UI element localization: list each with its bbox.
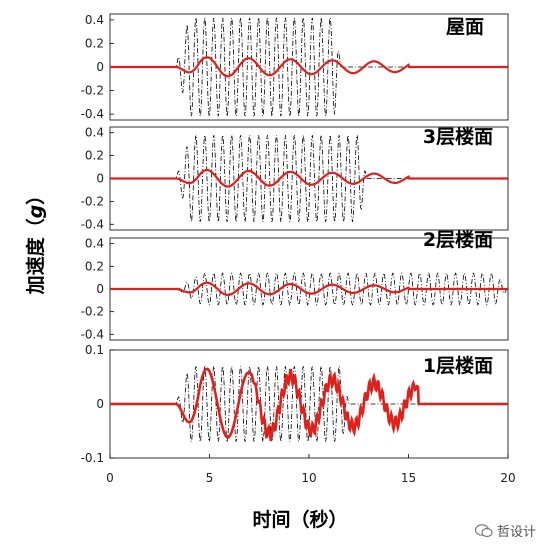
y-tick-label: -0.2 [81, 194, 104, 208]
x-tick-label: 20 [500, 471, 515, 485]
y-tick-label: 0.2 [85, 149, 104, 163]
y-tick-label: 0.4 [85, 237, 104, 251]
y-tick-label: -0.4 [81, 327, 104, 341]
y-axis-label-unit: g [25, 205, 47, 219]
panels: 0.40.20-0.2-0.4屋面0.40.20-0.2-0.43层楼面0.40… [81, 13, 509, 465]
panel-title: 2层楼面 [423, 228, 493, 251]
y-tick-label: -0.2 [81, 305, 104, 319]
panel-title: 3层楼面 [423, 125, 493, 148]
panel-3: 0.4 0.2 0 -0.2 -0.4 2层楼面 [81, 228, 509, 341]
x-tick-label: 0 [106, 471, 114, 485]
watermark: 哲设计 [474, 521, 536, 540]
y-tick-label: -0.1 [81, 451, 104, 465]
y-tick-label: 0.2 [85, 259, 104, 273]
series-solid-line [110, 367, 508, 442]
x-axis-label: 时间（秒） [252, 508, 347, 531]
x-axis: 0 5 10 15 20 [106, 454, 516, 485]
y-tick-label: 0 [96, 60, 104, 74]
y-tick-label: 0 [96, 172, 104, 186]
panel-title: 屋面 [446, 16, 484, 38]
series-solid-line [110, 168, 508, 188]
series-solid-line [110, 281, 508, 297]
y-axis-label: 加速度（g） [24, 186, 47, 296]
panel-4: 0.1 0 -0.1 1层楼面 [81, 343, 509, 465]
watermark-text: 哲设计 [496, 525, 536, 540]
series-solid-line [110, 56, 508, 78]
panel-title: 1层楼面 [423, 354, 493, 377]
wechat-icon [474, 523, 493, 538]
y-tick-label: 0.4 [85, 13, 104, 27]
y-tick-label: 0 [96, 282, 104, 296]
y-axis-label-main: 加速度（ [24, 218, 47, 295]
panel-1: 0.4 0.2 0 -0.2 -0.4 屋面 [81, 13, 509, 121]
x-tick-label: 10 [301, 471, 316, 485]
y-tick-label: 0.1 [85, 343, 104, 357]
y-axis-label-close: ） [24, 186, 47, 205]
series-dashdot-line [110, 272, 508, 306]
y-tick-label: -0.4 [81, 217, 104, 231]
x-tick-label: 5 [206, 471, 214, 485]
y-tick-label: 0.2 [85, 36, 104, 50]
y-tick-label: 0 [96, 397, 104, 411]
panel-2: 0.4 0.2 0 -0.2 -0.4 3层楼面 [81, 125, 509, 231]
y-tick-label: -0.4 [81, 107, 104, 121]
y-tick-label: -0.2 [81, 84, 104, 98]
x-tick-label: 15 [401, 471, 416, 485]
y-tick-label: 0.4 [85, 126, 104, 140]
